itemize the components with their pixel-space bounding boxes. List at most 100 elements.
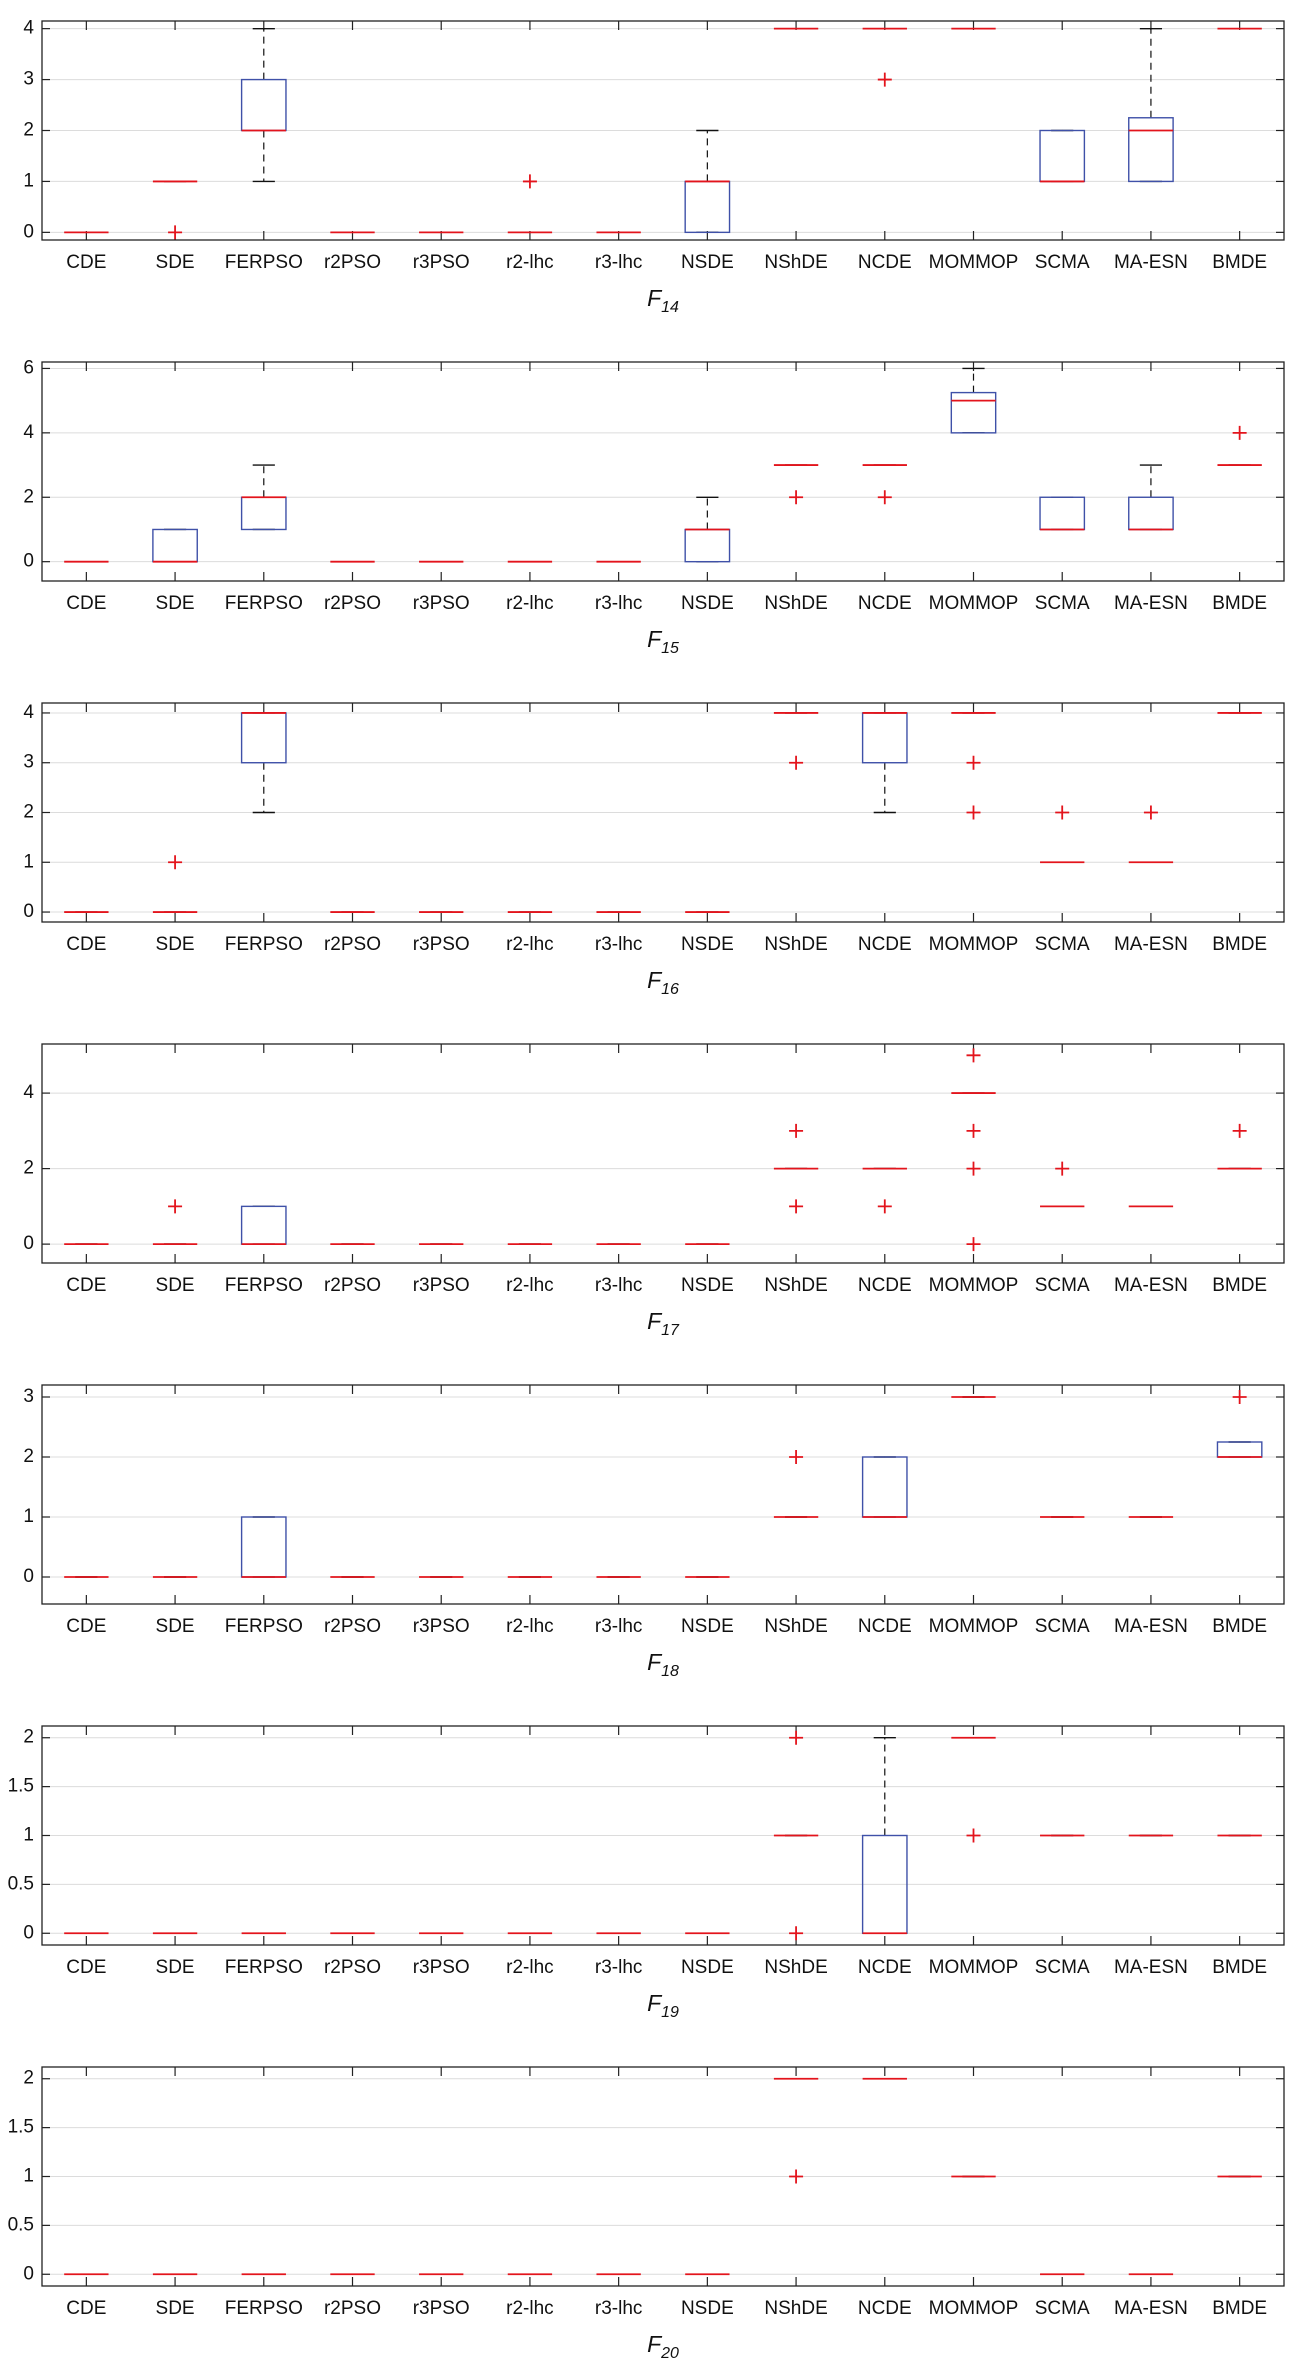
y-tick-label: 2 bbox=[23, 1727, 34, 1748]
x-tick-label: MOMMOP bbox=[929, 1957, 1019, 1978]
y-tick-label: 0 bbox=[23, 2263, 34, 2284]
outlier bbox=[877, 72, 892, 87]
x-axis-label-sub: 16 bbox=[661, 981, 679, 998]
x-tick-label: MA-ESN bbox=[1114, 934, 1188, 955]
x-tick-label: FERPSO bbox=[225, 2298, 303, 2319]
outlier bbox=[1143, 805, 1158, 820]
x-tick-label: NShDE bbox=[764, 1616, 827, 1637]
x-tick-label: NCDE bbox=[858, 1957, 912, 1978]
plot-frame bbox=[41, 1384, 1285, 1605]
x-tick-label: FERPSO bbox=[225, 593, 303, 614]
x-tick-label: CDE bbox=[66, 934, 106, 955]
x-tick-label: BMDE bbox=[1212, 252, 1267, 273]
x-tick-label: MA-ESN bbox=[1114, 2298, 1188, 2319]
x-tick-label: NCDE bbox=[858, 252, 912, 273]
box bbox=[1128, 496, 1174, 531]
x-tick-label: NShDE bbox=[764, 1275, 827, 1296]
box bbox=[1039, 496, 1086, 531]
x-tick-label: BMDE bbox=[1212, 1275, 1267, 1296]
box bbox=[240, 1205, 287, 1245]
x-tick-label: NCDE bbox=[858, 593, 912, 614]
outlier bbox=[789, 1926, 804, 1941]
x-tick-label: FERPSO bbox=[225, 1616, 303, 1637]
y-tick-label: 6 bbox=[23, 357, 34, 378]
y-tick-label: 1 bbox=[23, 851, 34, 872]
x-tick-label: SDE bbox=[156, 2298, 195, 2319]
box bbox=[1216, 1441, 1263, 1458]
x-axis-label: F18 bbox=[647, 1649, 679, 1680]
outlier bbox=[1055, 1161, 1070, 1176]
x-tick-label: NSDE bbox=[681, 593, 734, 614]
x-tick-label: NSDE bbox=[681, 2298, 734, 2319]
outlier bbox=[1232, 1390, 1247, 1404]
x-tick-label: SCMA bbox=[1035, 593, 1090, 614]
y-tick-label: 4 bbox=[23, 1082, 34, 1103]
outlier bbox=[966, 805, 981, 820]
box bbox=[240, 1516, 287, 1578]
x-axis-label: F20 bbox=[647, 2331, 679, 2362]
x-tick-label: NShDE bbox=[764, 252, 827, 273]
box bbox=[240, 712, 287, 764]
x-axis-label: F14 bbox=[647, 285, 679, 316]
x-tick-label: r3PSO bbox=[413, 1957, 470, 1978]
y-tick-label: 0 bbox=[23, 901, 34, 922]
x-tick-label: CDE bbox=[66, 1275, 106, 1296]
x-tick-label: r2PSO bbox=[324, 593, 381, 614]
plot-frame bbox=[41, 702, 1285, 923]
x-tick-label: r2PSO bbox=[324, 934, 381, 955]
x-tick-label: SCMA bbox=[1035, 1957, 1090, 1978]
outlier bbox=[966, 1828, 981, 1843]
x-tick-label: r2PSO bbox=[324, 1616, 381, 1637]
x-tick-label: FERPSO bbox=[225, 1275, 303, 1296]
box bbox=[152, 528, 198, 563]
x-tick-label: NCDE bbox=[858, 1616, 912, 1637]
outlier bbox=[966, 1237, 981, 1252]
x-tick-label: MA-ESN bbox=[1114, 1616, 1188, 1637]
y-tick-label: 0 bbox=[23, 221, 34, 242]
y-tick-label: 1 bbox=[23, 170, 34, 191]
x-tick-label: MA-ESN bbox=[1114, 1957, 1188, 1978]
outlier bbox=[1232, 1123, 1247, 1138]
x-tick-label: r3-lhc bbox=[595, 1616, 643, 1637]
outlier bbox=[877, 1199, 892, 1214]
x-tick-label: NSDE bbox=[681, 1616, 734, 1637]
x-tick-label: MOMMOP bbox=[929, 593, 1019, 614]
outlier bbox=[966, 1161, 981, 1176]
x-tick-label: NSDE bbox=[681, 1957, 734, 1978]
x-tick-label: r2-lhc bbox=[506, 593, 554, 614]
y-tick-label: 3 bbox=[23, 69, 34, 90]
x-tick-label: MOMMOP bbox=[929, 934, 1019, 955]
box bbox=[861, 1456, 908, 1518]
x-tick-label: r3-lhc bbox=[595, 2298, 643, 2319]
y-tick-label: 2 bbox=[23, 802, 34, 823]
x-tick-label: SDE bbox=[156, 593, 195, 614]
x-tick-label: CDE bbox=[66, 1957, 106, 1978]
box bbox=[240, 78, 287, 132]
x-tick-label: SDE bbox=[156, 934, 195, 955]
x-tick-label: r3-lhc bbox=[595, 1275, 643, 1296]
outlier bbox=[168, 1199, 183, 1214]
outlier bbox=[168, 225, 183, 240]
outlier bbox=[789, 1199, 804, 1214]
x-tick-label: MA-ESN bbox=[1114, 1275, 1188, 1296]
x-axis-label: F15 bbox=[647, 626, 679, 657]
x-tick-label: r2PSO bbox=[324, 2298, 381, 2319]
x-tick-label: SCMA bbox=[1035, 252, 1090, 273]
x-tick-label: r3-lhc bbox=[595, 1957, 643, 1978]
outlier bbox=[789, 490, 804, 505]
x-tick-label: r2PSO bbox=[324, 252, 381, 273]
y-tick-label: 3 bbox=[23, 752, 34, 773]
x-tick-label: r3PSO bbox=[413, 1275, 470, 1296]
outlier bbox=[789, 755, 804, 770]
x-tick-label: FERPSO bbox=[225, 934, 303, 955]
y-tick-label: 2 bbox=[23, 120, 34, 141]
x-tick-label: r2-lhc bbox=[506, 252, 554, 273]
outlier bbox=[1232, 425, 1247, 440]
x-tick-label: NCDE bbox=[858, 934, 912, 955]
outlier bbox=[168, 855, 183, 870]
x-tick-label: r2-lhc bbox=[506, 1616, 554, 1637]
x-tick-label: FERPSO bbox=[225, 252, 303, 273]
plot-frame bbox=[41, 1725, 1285, 1946]
x-tick-label: SDE bbox=[156, 252, 195, 273]
